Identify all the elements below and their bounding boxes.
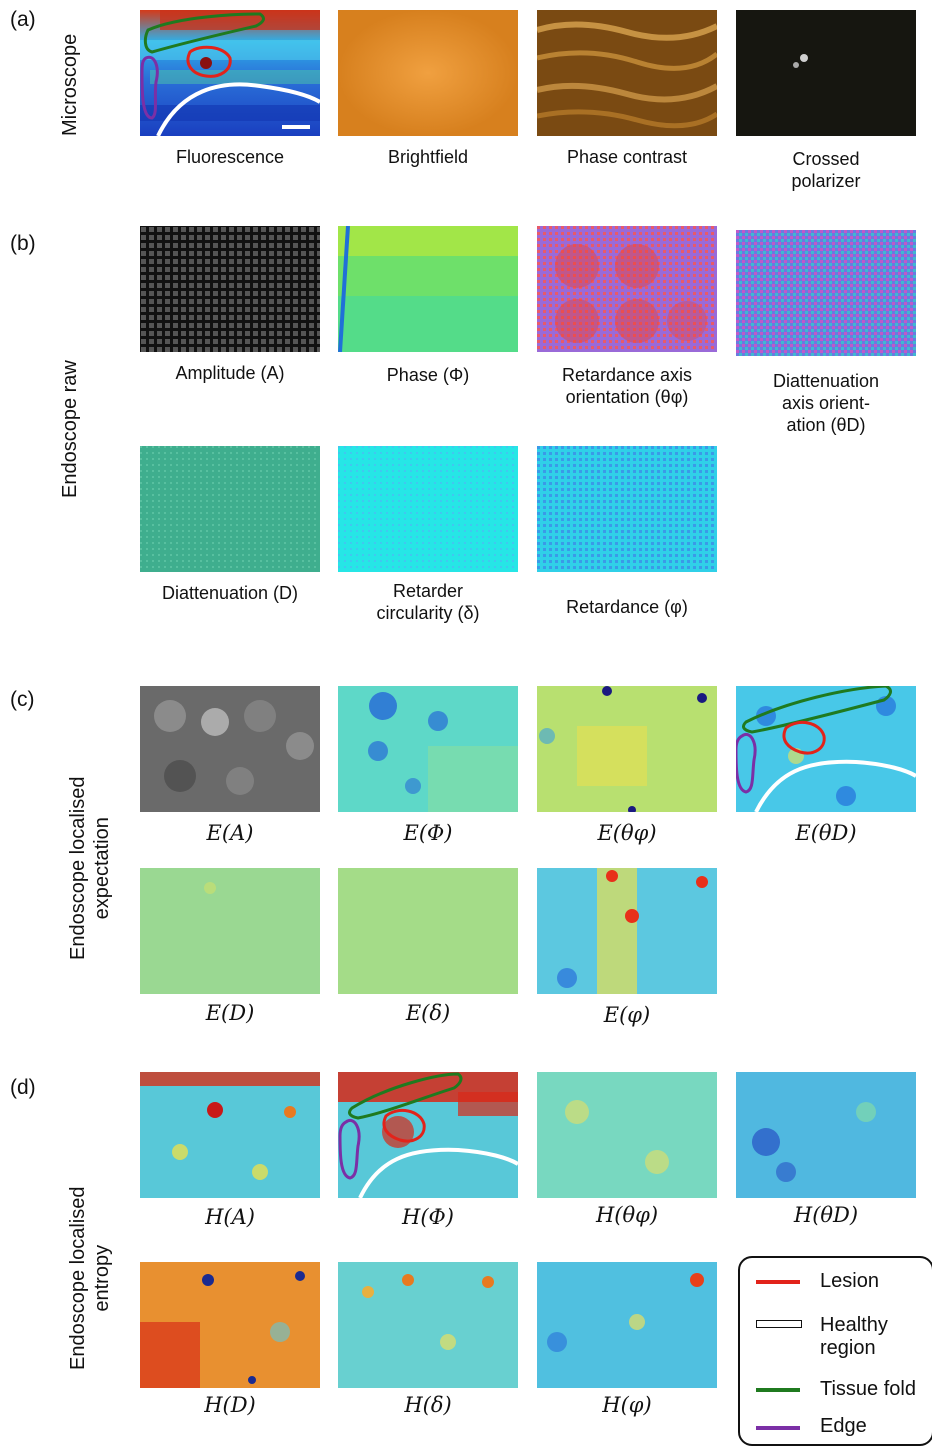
legend-swatch-lesion [756, 1280, 800, 1284]
image-expectation-retardance [537, 868, 717, 994]
image-raw-retarder-circularity [338, 446, 518, 572]
image-raw-retardance-axis [537, 226, 717, 352]
legend-swatch-edge [756, 1426, 800, 1430]
legend-label-fold: Tissue fold [820, 1378, 916, 1400]
caption-entropy-diattenuation-axis: H(θD) [793, 1203, 859, 1227]
image-brightfield [338, 10, 518, 136]
caption-entropy-phase: H(Φ) [402, 1205, 454, 1229]
image-crossed-polarizer [736, 10, 916, 136]
panel-label-c: (c) [10, 688, 35, 711]
caption-phase-contrast: Phase contrast [566, 147, 688, 167]
caption-entropy-retardance: H(φ) [602, 1393, 652, 1417]
caption-raw-retardance: Retardance (φ) [566, 597, 688, 617]
image-entropy-retardance-axis [537, 1072, 717, 1198]
caption-expectation-amplitude: E(A) [206, 821, 254, 845]
caption-entropy-amplitude: H(A) [205, 1205, 255, 1229]
panel-label-d: (d) [10, 1076, 36, 1099]
caption-raw-retarder-circularity: Retarder circularity (δ) [376, 581, 480, 623]
image-raw-diattenuation [140, 446, 320, 572]
image-expectation-phase [338, 686, 518, 812]
caption-expectation-retardance-axis: E(θφ) [597, 821, 657, 845]
image-entropy-phase [338, 1072, 518, 1198]
image-expectation-retarder-circularity [338, 868, 518, 994]
image-phase-contrast [537, 10, 717, 136]
panel-label-b: (b) [10, 232, 36, 255]
caption-raw-diattenuation: Diattenuation (D) [161, 583, 299, 603]
caption-expectation-diattenuation: E(D) [205, 1001, 255, 1025]
legend-swatch-fold [756, 1388, 800, 1392]
row-label-microscope: Microscope [59, 33, 81, 136]
legend-label-edge: Edge [820, 1415, 867, 1437]
caption-expectation-retardance: E(φ) [603, 1003, 651, 1027]
caption-entropy-retarder-circularity: H(δ) [404, 1393, 452, 1417]
legend-label-lesion: Lesion [820, 1270, 879, 1292]
caption-raw-retardance-axis: Retardance axis orientation (θφ) [561, 365, 693, 407]
caption-expectation-phase: E(Φ) [403, 821, 453, 845]
image-expectation-diattenuation [140, 868, 320, 994]
image-raw-phase [338, 226, 518, 352]
caption-raw-phase: Phase (Φ) [386, 365, 470, 385]
caption-crossed-polarizer: Crossed polarizer [791, 149, 861, 191]
image-expectation-retardance-axis [537, 686, 717, 812]
caption-raw-diattenuation-axis: Diattenuation axis orient- ation (θD) [772, 371, 880, 435]
caption-expectation-retarder-circularity: E(δ) [405, 1001, 451, 1025]
caption-expectation-diattenuation-axis: E(θD) [795, 821, 857, 845]
caption-entropy-retardance-axis: H(θφ) [595, 1203, 659, 1227]
image-entropy-diattenuation-axis [736, 1072, 916, 1198]
row-label-endoscope-raw: Endoscope raw [59, 360, 81, 498]
image-raw-retardance [537, 446, 717, 572]
image-fluorescence [140, 10, 320, 136]
panel-label-a: (a) [10, 8, 36, 31]
image-entropy-retardance [537, 1262, 717, 1388]
image-expectation-amplitude [140, 686, 320, 812]
image-raw-diattenuation-axis [736, 230, 916, 356]
caption-brightfield: Brightfield [387, 147, 469, 167]
caption-raw-amplitude: Amplitude (A) [175, 363, 285, 383]
image-raw-amplitude [140, 226, 320, 352]
caption-entropy-diattenuation: H(D) [204, 1393, 256, 1417]
row-label-entropy: Endoscope localised entropy [67, 1186, 113, 1370]
image-entropy-diattenuation [140, 1262, 320, 1388]
image-entropy-retarder-circularity [338, 1262, 518, 1388]
row-label-expectation: Endoscope localised expectation [67, 776, 113, 960]
legend-label-healthy: Healthy region [820, 1314, 888, 1359]
legend: Lesion Healthy region Tissue fold Edge [738, 1256, 932, 1446]
legend-swatch-healthy [756, 1320, 802, 1328]
image-expectation-diattenuation-axis [736, 686, 916, 812]
caption-fluorescence: Fluorescence [175, 147, 285, 167]
image-entropy-amplitude [140, 1072, 320, 1198]
